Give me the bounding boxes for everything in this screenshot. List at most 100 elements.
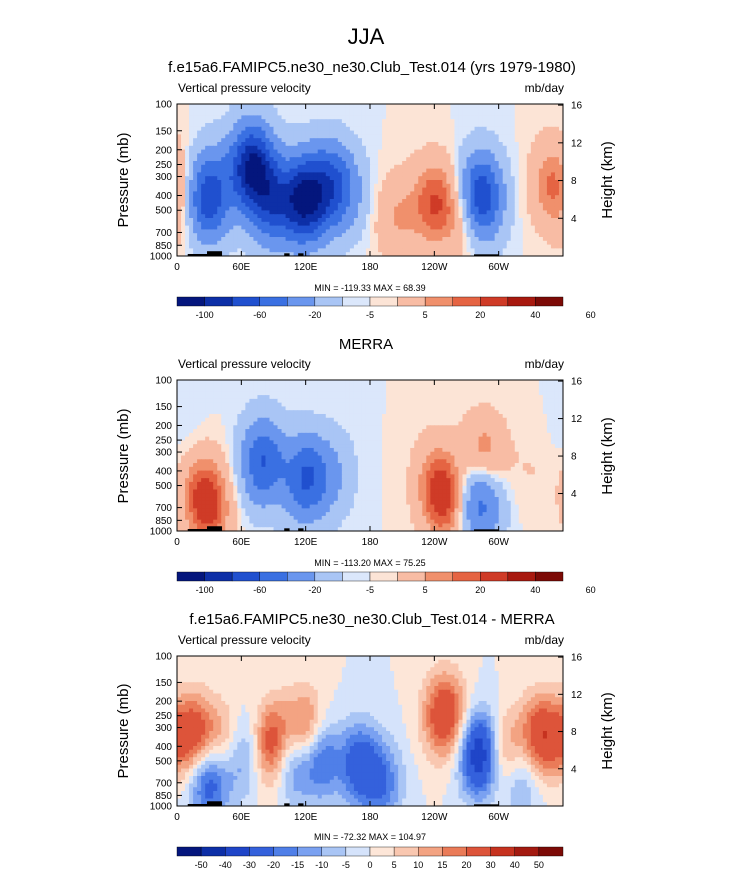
field-cell xyxy=(478,107,484,113)
field-cell xyxy=(506,107,512,113)
field-cell xyxy=(538,218,544,223)
field-cell xyxy=(498,402,504,407)
field-cell xyxy=(454,123,459,128)
field-cell xyxy=(510,229,516,234)
field-cell xyxy=(450,134,455,139)
field-cell xyxy=(534,214,540,219)
field-cell xyxy=(249,119,254,124)
field-cell xyxy=(205,130,210,135)
field-cell xyxy=(558,142,564,147)
field-cell xyxy=(341,111,347,116)
field-cell xyxy=(470,153,476,158)
field-cell xyxy=(410,244,415,249)
field-cell xyxy=(257,153,262,158)
field-cell xyxy=(534,380,540,385)
field-cell xyxy=(386,119,391,124)
field-cell xyxy=(482,119,488,124)
field-cell xyxy=(518,202,524,208)
field-cell xyxy=(518,164,524,170)
field-cell xyxy=(466,240,472,246)
field-cell xyxy=(281,195,287,200)
field-cell xyxy=(458,104,463,109)
field-cell xyxy=(281,153,287,158)
field-cell xyxy=(273,202,279,208)
field-cell xyxy=(265,244,270,249)
field-cell xyxy=(542,225,548,230)
field-cell xyxy=(490,398,496,404)
field-cell xyxy=(502,107,508,113)
field-cell xyxy=(301,380,307,385)
field-cell xyxy=(498,199,504,204)
field-cell xyxy=(257,104,262,109)
field-cell xyxy=(205,115,210,120)
field-cell xyxy=(390,142,395,147)
field-cell xyxy=(494,187,500,192)
field-cell xyxy=(550,107,556,113)
field-cell xyxy=(406,138,411,143)
field-cell xyxy=(506,126,512,132)
field-cell xyxy=(510,119,516,124)
field-cell xyxy=(474,104,480,109)
field-cell xyxy=(305,191,311,196)
field-cell xyxy=(349,248,355,253)
field-cell xyxy=(550,115,556,120)
field-cell xyxy=(205,410,210,415)
field-cell xyxy=(277,206,283,211)
field-cell xyxy=(177,410,182,415)
field-cell xyxy=(542,248,548,253)
field-cell xyxy=(446,398,451,404)
field-cell xyxy=(414,413,419,419)
field-cell xyxy=(285,398,291,404)
field-cell xyxy=(237,111,242,116)
field-cell xyxy=(526,111,532,116)
field-cell xyxy=(185,138,190,143)
field-cell xyxy=(434,180,439,185)
field-cell xyxy=(265,395,270,400)
field-cell xyxy=(398,248,403,253)
field-cell xyxy=(434,406,439,411)
field-cell xyxy=(185,126,190,132)
field-cell xyxy=(490,248,496,253)
field-cell xyxy=(426,107,431,113)
field-cell xyxy=(193,206,198,211)
field-cell xyxy=(462,395,467,400)
field-cell xyxy=(522,206,528,211)
field-cell xyxy=(205,402,210,407)
field-cell xyxy=(482,395,488,400)
field-cell xyxy=(333,176,339,181)
field-cell xyxy=(221,130,226,135)
field-cell xyxy=(353,149,359,154)
field-cell xyxy=(546,413,552,419)
field-cell xyxy=(462,240,467,246)
field-cell xyxy=(462,164,467,170)
field-cell xyxy=(546,176,552,181)
field-cell xyxy=(361,221,367,227)
field-cell xyxy=(253,161,258,166)
field-cell xyxy=(341,413,347,419)
field-cell xyxy=(502,218,508,223)
field-cell xyxy=(534,111,540,116)
field-cell xyxy=(470,398,476,404)
field-cell xyxy=(253,153,258,158)
y2-tick-label: 8 xyxy=(571,176,577,187)
field-cell xyxy=(550,153,556,158)
field-cell xyxy=(365,387,371,392)
field-cell xyxy=(285,157,291,162)
field-cell xyxy=(257,402,262,407)
field-cell xyxy=(205,176,210,181)
field-cell xyxy=(490,237,496,242)
field-cell xyxy=(422,252,427,257)
field-cell xyxy=(269,383,274,389)
field-cell xyxy=(209,383,214,389)
field-cell xyxy=(217,229,222,234)
field-cell xyxy=(438,191,443,196)
field-cell xyxy=(317,176,323,181)
field-cell xyxy=(217,233,222,238)
field-cell xyxy=(193,248,198,253)
field-cell xyxy=(554,195,560,200)
left-label: Vertical pressure velocity xyxy=(178,81,311,95)
field-cell xyxy=(249,149,254,154)
field-cell xyxy=(506,395,512,400)
field-cell xyxy=(530,157,536,162)
field-cell xyxy=(438,214,443,219)
